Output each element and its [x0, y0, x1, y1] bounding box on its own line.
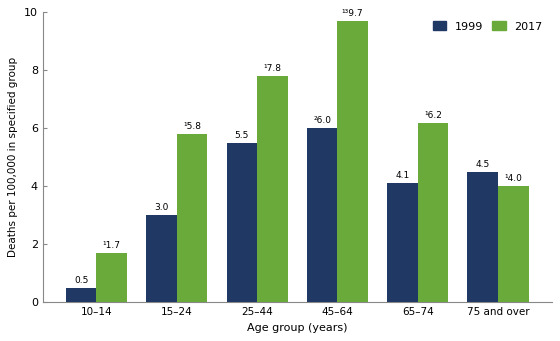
Y-axis label: Deaths per 100,000 in specified group: Deaths per 100,000 in specified group [8, 57, 18, 257]
Bar [146, 215, 177, 302]
Text: 4.5: 4.5 [475, 160, 490, 169]
Text: ²6.0: ²6.0 [313, 116, 331, 125]
Bar [498, 186, 529, 302]
Bar [337, 21, 368, 302]
Bar [96, 253, 127, 302]
Text: 5.5: 5.5 [235, 131, 249, 140]
Bar [387, 183, 418, 302]
Text: ¹1.7: ¹1.7 [102, 241, 120, 250]
Bar [257, 76, 288, 302]
Bar [468, 172, 498, 302]
Bar [66, 288, 96, 302]
X-axis label: Age group (years): Age group (years) [247, 323, 347, 333]
Bar [307, 128, 337, 302]
Text: 3.0: 3.0 [154, 203, 169, 212]
Bar [227, 143, 257, 302]
Text: ¹6.2: ¹6.2 [424, 110, 442, 120]
Text: ¹4.0: ¹4.0 [505, 174, 522, 183]
Text: ¹5.8: ¹5.8 [183, 122, 201, 131]
Text: 0.5: 0.5 [74, 276, 88, 285]
Legend: 1999, 2017: 1999, 2017 [430, 18, 546, 35]
Bar [177, 134, 207, 302]
Text: ¹³9.7: ¹³9.7 [342, 9, 363, 18]
Text: 4.1: 4.1 [395, 172, 409, 180]
Text: ¹7.8: ¹7.8 [263, 64, 281, 73]
Bar [418, 122, 448, 302]
